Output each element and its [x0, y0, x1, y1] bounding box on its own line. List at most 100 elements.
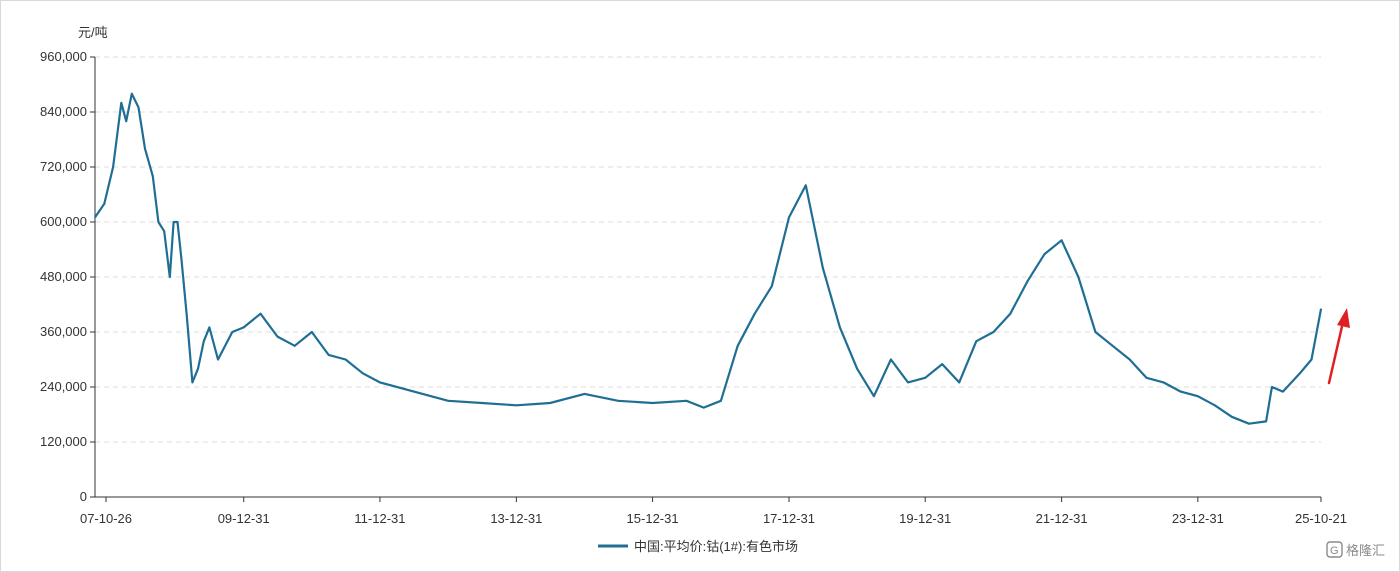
data-point: [311, 331, 313, 333]
watermark: G 格隆汇: [1326, 541, 1385, 558]
data-point: [924, 377, 926, 379]
data-point: [208, 326, 211, 329]
up-arrow-icon: [1327, 308, 1350, 385]
data-point: [144, 147, 146, 150]
y-tick-label: 600,000: [40, 214, 87, 229]
data-point: [1320, 308, 1322, 310]
data-point: [1265, 420, 1267, 423]
x-tick-label: 07-10-26: [80, 511, 132, 526]
data-point: [805, 184, 807, 187]
y-tick-label: 360,000: [40, 324, 87, 339]
data-point: [1282, 390, 1284, 393]
data-point: [890, 358, 892, 361]
data-point: [1094, 331, 1097, 333]
data-point: [191, 381, 194, 384]
x-tick-label: 19-12-31: [899, 511, 951, 526]
data-point: [481, 402, 483, 404]
watermark-text: 格隆汇: [1346, 543, 1385, 558]
data-point: [515, 404, 518, 407]
y-tick-label: 120,000: [40, 434, 87, 449]
data-point: [1162, 381, 1165, 384]
data-point: [120, 102, 123, 104]
data-point: [617, 400, 619, 402]
data-point: [362, 372, 364, 375]
data-point: [197, 367, 199, 370]
data-point: [94, 216, 96, 219]
data-point: [720, 400, 722, 402]
data-point: [185, 312, 188, 315]
x-axis: 07-10-26 09-12-31 11-12-31 13-12-31 15-12-31…: [80, 496, 1347, 526]
data-point: [203, 340, 205, 343]
data-point: [822, 267, 824, 269]
data-point: [583, 393, 586, 395]
data-point: [992, 331, 995, 333]
data-point: [1145, 377, 1148, 379]
y-tick-label: 960,000: [40, 49, 87, 64]
data-point: [447, 400, 450, 402]
data-point: [379, 381, 381, 384]
data-point: [131, 92, 133, 95]
data-point: [839, 326, 841, 329]
data-point: [1111, 345, 1114, 347]
y-axis: 0 120,000 240,000 360,000 480,000 600,000 720,…: [40, 49, 96, 504]
legend-label: 中国:平均价:钴(1#):有色市场: [634, 539, 798, 554]
y-tick-label: 840,000: [40, 104, 87, 119]
data-point: [1009, 312, 1012, 315]
x-tick-label: 13-12-31: [490, 511, 542, 526]
data-point: [1271, 386, 1273, 388]
data-point: [103, 202, 106, 205]
data-point: [276, 335, 279, 338]
data-point: [941, 363, 943, 365]
grid-lines: [95, 56, 1321, 443]
data-point: [242, 326, 245, 329]
data-point: [157, 221, 160, 223]
series-line: [94, 92, 1323, 425]
y-tick-label: 0: [80, 489, 87, 504]
data-point: [1299, 372, 1301, 375]
series-layer: [94, 92, 1323, 425]
y-tick-label: 720,000: [40, 159, 87, 174]
data-point: [788, 216, 790, 219]
data-point: [753, 312, 756, 315]
data-point: [1231, 416, 1233, 418]
data-point: [327, 354, 330, 356]
x-tick-label: 15-12-31: [627, 511, 679, 526]
data-point: [169, 276, 171, 278]
data-point: [685, 400, 688, 402]
data-point: [176, 221, 179, 223]
data-point: [344, 358, 347, 361]
y-tick-label: 240,000: [40, 379, 87, 394]
data-point: [180, 257, 183, 260]
data-point: [702, 406, 705, 409]
data-point: [1248, 422, 1250, 425]
y-tick-label: 480,000: [40, 269, 87, 284]
data-point: [172, 221, 175, 223]
data-point: [958, 381, 960, 384]
data-point: [1197, 395, 1199, 398]
x-tick-label: 17-12-31: [763, 511, 815, 526]
data-point: [549, 402, 551, 404]
legend[interactable]: 中国:平均价:钴(1#):有色市场: [598, 539, 798, 554]
data-point: [736, 345, 739, 347]
data-point: [651, 402, 654, 404]
x-tick-label: 23-12-31: [1172, 511, 1224, 526]
data-point: [217, 358, 219, 361]
data-point: [1043, 253, 1046, 255]
data-point: [1026, 280, 1029, 283]
x-tick-label: 11-12-31: [354, 511, 405, 526]
data-point: [1214, 404, 1216, 407]
data-point: [413, 390, 415, 393]
data-point: [771, 285, 773, 288]
data-point: [1060, 239, 1063, 242]
data-point: [125, 120, 127, 122]
data-point: [1077, 276, 1080, 278]
svg-text:G: G: [1330, 545, 1339, 557]
x-tick-label: 25-10-21: [1295, 511, 1347, 526]
x-tick-label: 21-12-31: [1036, 511, 1088, 526]
data-point: [1310, 358, 1313, 361]
data-point: [907, 381, 909, 384]
data-point: [163, 230, 165, 232]
data-point: [1128, 358, 1131, 361]
y-axis-unit-label: 元/吨: [78, 25, 108, 40]
